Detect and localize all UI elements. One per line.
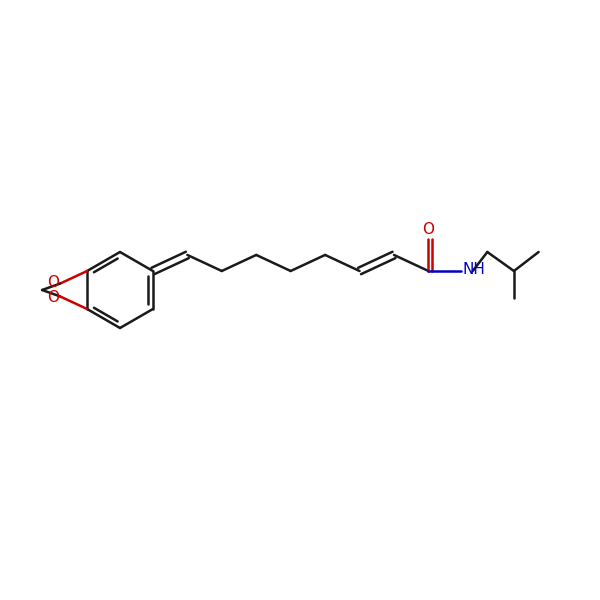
Text: O: O (47, 275, 59, 290)
Text: O: O (47, 290, 59, 305)
Text: NH: NH (463, 262, 485, 277)
Text: O: O (422, 223, 434, 238)
